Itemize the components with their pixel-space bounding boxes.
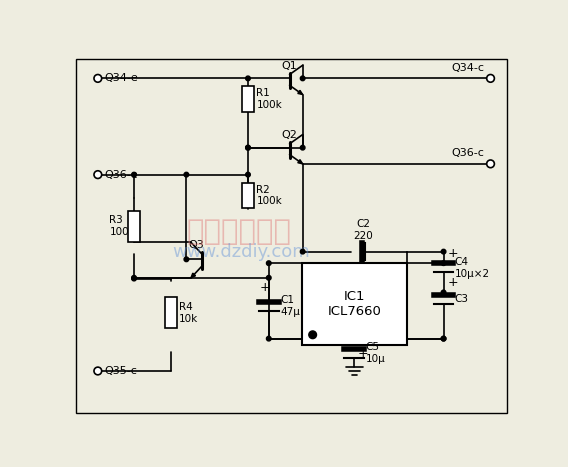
- Circle shape: [441, 290, 446, 295]
- Circle shape: [132, 276, 136, 281]
- Circle shape: [300, 76, 305, 81]
- Circle shape: [132, 276, 136, 280]
- Text: C5
10μ: C5 10μ: [366, 342, 386, 364]
- Circle shape: [132, 172, 136, 177]
- Text: Q3: Q3: [188, 240, 204, 250]
- Text: +: +: [448, 276, 458, 290]
- Circle shape: [184, 257, 189, 262]
- Circle shape: [246, 145, 250, 150]
- Text: C4
10μ×2: C4 10μ×2: [454, 257, 490, 279]
- Text: R3
100k: R3 100k: [110, 215, 135, 237]
- Circle shape: [309, 331, 316, 339]
- Bar: [128, 211, 140, 241]
- Text: C2
220: C2 220: [354, 219, 373, 241]
- Circle shape: [266, 336, 271, 341]
- Text: IC1
ICL7660: IC1 ICL7660: [328, 290, 382, 318]
- Text: www.dzdiy.com: www.dzdiy.com: [173, 243, 310, 262]
- Text: +: +: [357, 347, 368, 360]
- Bar: [302, 263, 407, 345]
- Bar: [242, 183, 254, 208]
- Circle shape: [266, 261, 271, 265]
- Text: Q36-c: Q36-c: [452, 149, 485, 158]
- Polygon shape: [191, 273, 195, 278]
- Text: R1
100k: R1 100k: [256, 88, 282, 110]
- Circle shape: [441, 249, 446, 254]
- Bar: [242, 86, 254, 112]
- Text: Q36-e: Q36-e: [104, 170, 137, 180]
- Circle shape: [487, 75, 494, 82]
- Circle shape: [441, 336, 446, 341]
- Polygon shape: [298, 90, 303, 94]
- Circle shape: [94, 171, 102, 178]
- Circle shape: [246, 172, 250, 177]
- Circle shape: [94, 367, 102, 375]
- Circle shape: [246, 76, 250, 81]
- Circle shape: [300, 249, 305, 254]
- Text: C1
47μ: C1 47μ: [281, 296, 300, 317]
- Circle shape: [441, 336, 446, 341]
- Text: 电子制作天地: 电子制作天地: [186, 219, 291, 247]
- Text: Q34-c: Q34-c: [452, 63, 485, 73]
- Polygon shape: [298, 160, 303, 164]
- Circle shape: [300, 145, 305, 150]
- Circle shape: [441, 261, 446, 265]
- Text: R2
100k: R2 100k: [256, 184, 282, 206]
- Text: Q34-e: Q34-e: [104, 73, 138, 84]
- Text: C3: C3: [454, 294, 469, 304]
- Circle shape: [487, 160, 494, 168]
- Circle shape: [184, 172, 189, 177]
- Text: +: +: [260, 281, 270, 294]
- Text: Q1: Q1: [282, 61, 298, 71]
- Text: Q35-c: Q35-c: [104, 366, 137, 376]
- Text: +: +: [448, 247, 458, 260]
- Circle shape: [266, 276, 271, 280]
- Text: Q2: Q2: [282, 130, 298, 140]
- Bar: [165, 297, 177, 328]
- Text: R4
10k: R4 10k: [179, 302, 198, 324]
- Circle shape: [94, 75, 102, 82]
- Circle shape: [246, 145, 250, 150]
